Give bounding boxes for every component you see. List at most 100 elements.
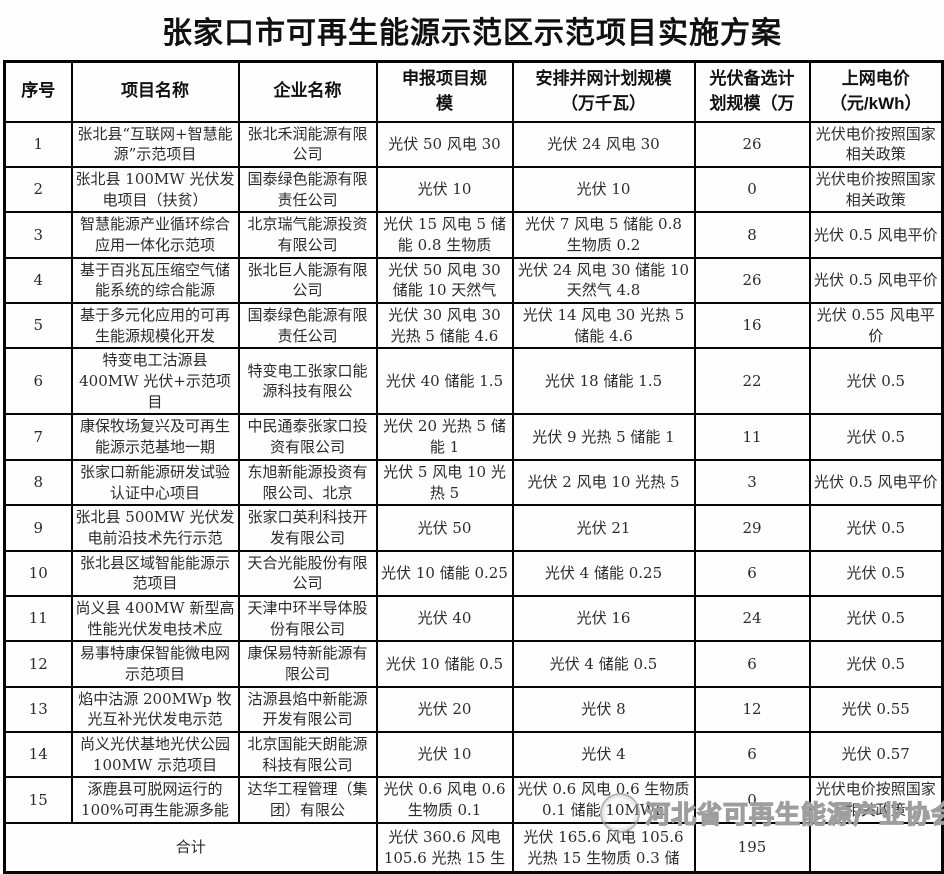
table-body: 1 张北县“互联网+智慧能源”示范项目 张北禾润能源有限公司 光伏 50 风电 30 光… (3, 120, 944, 824)
table-row: 6 特变电工沽源县 400MW 光伏+示范项目 特变电工张家口能源科技有限公 光伏 4… (3, 347, 944, 416)
cell-price: 光伏 0.5 风电平价 (808, 256, 944, 305)
cell-price: 光伏 0.55 风电平价 (808, 301, 944, 350)
cell-declared: 光伏 10 (375, 731, 514, 779)
cell-project: 智慧能源产业循环综合应用一体化示范项 (70, 211, 240, 259)
cell-project: 基于多元化应用的可再生能源规模化开发 (70, 301, 240, 350)
cell-no: 4 (3, 256, 73, 305)
table-row: 1 张北县“互联网+智慧能源”示范项目 张北禾润能源有限公司 光伏 50 风电 30 光… (3, 120, 944, 168)
cell-price: 光伏 0.55 (808, 685, 944, 734)
cell-declared: 光伏 10 储能 0.25 (375, 549, 514, 597)
cell-planned: 光伏 0.6 风电 0.6 生物质 0.1 储能 10MWh (511, 776, 696, 824)
cell-planned: 光伏 24 风电 30 (511, 120, 696, 168)
cell-declared: 光伏 40 储能 1.5 (375, 347, 514, 416)
cell-company: 达华工程管理（集团）有限公 (237, 776, 378, 824)
cell-declared: 光伏 20 光热 5 储能 1 (375, 413, 514, 461)
header-row: 序号 项目名称 企业名称 申报项目规 模 安排并网计划规模 （万千瓦） 光伏备选… (3, 60, 944, 123)
total-cell-price (808, 821, 944, 874)
table-row: 15 涿鹿县可脱网运行的 100%可再生能源多能 达华工程管理（集团）有限公 光伏 0… (3, 776, 944, 824)
cell-no: 6 (3, 347, 73, 416)
cell-project: 张家口新能源研发试验认证中心项目 (70, 458, 240, 507)
cell-planned: 光伏 10 (511, 165, 696, 214)
cell-no: 11 (3, 594, 73, 643)
table-row: 13 焰中沽源 200MWp 牧光互补光伏发电示范 沽源县焰中新能源开发有限公司 光伏… (3, 685, 944, 734)
cell-planned: 光伏 4 储能 0.5 (511, 640, 696, 688)
table-row: 7 康保牧场复兴及可再生能源示范基地一期 中民通泰张家口投资有限公司 光伏 20 光热… (3, 413, 944, 461)
cell-no: 9 (3, 504, 73, 552)
cell-pv-backup: 24 (693, 594, 811, 643)
cell-planned: 光伏 16 (511, 594, 696, 643)
cell-price: 光伏 0.5 (808, 549, 944, 597)
cell-company: 中民通泰张家口投资有限公司 (237, 413, 378, 461)
cell-price: 光伏 0.5 风电平价 (808, 211, 944, 259)
cell-declared: 光伏 30 风电 30 光热 5 储能 4.6 (375, 301, 514, 350)
cell-pv-backup: 3 (693, 458, 811, 507)
header-project: 项目名称 (70, 60, 240, 123)
cell-pv-backup: 26 (693, 256, 811, 305)
cell-pv-backup: 12 (693, 685, 811, 734)
cell-planned: 光伏 4 (511, 731, 696, 779)
table-row: 8 张家口新能源研发试验认证中心项目 东旭新能源投资有限公司、北京 光伏 5 风电 1… (3, 458, 944, 507)
header-no: 序号 (3, 60, 73, 123)
cell-declared: 光伏 10 (375, 165, 514, 214)
cell-price: 光伏 0.57 (808, 731, 944, 779)
cell-project: 张北县 100MW 光伏发电项目（扶贫） (70, 165, 240, 214)
cell-pv-backup: 0 (693, 165, 811, 214)
cell-planned: 光伏 7 风电 5 储能 0.8 生物质 0.2 (511, 211, 696, 259)
total-cell-planned: 光伏 165.6 风电 105.6 光热 15 生物质 0.3 储 (511, 821, 696, 874)
cell-declared: 光伏 40 (375, 594, 514, 643)
cell-pv-backup: 6 (693, 731, 811, 779)
cell-no: 3 (3, 211, 73, 259)
cell-declared: 光伏 15 风电 5 储能 0.8 生物质 (375, 211, 514, 259)
cell-planned: 光伏 2 风电 10 光热 5 (511, 458, 696, 507)
cell-no: 8 (3, 458, 73, 507)
cell-company: 国泰绿色能源有限责任公司 (237, 301, 378, 350)
table-row: 14 尚义光伏基地光伏公园 100MW 示范项目 北京国能天朗能源科技有限公司 光伏 … (3, 731, 944, 779)
cell-price: 光伏电价按照国家相关政策 (808, 120, 944, 168)
cell-planned: 光伏 4 储能 0.25 (511, 549, 696, 597)
cell-price: 光伏 0.5 (808, 413, 944, 461)
cell-no: 15 (3, 776, 73, 824)
cell-price: 光伏 0.5 (808, 504, 944, 552)
cell-pv-backup: 16 (693, 301, 811, 350)
cell-project: 焰中沽源 200MWp 牧光互补光伏发电示范 (70, 685, 240, 734)
cell-project: 尚义县 400MW 新型高性能光伏发电技术应 (70, 594, 240, 643)
table-row: 9 张北县 500MW 光伏发电前沿技术先行示范 张家口英利科技开发有限公司 光伏 5… (3, 504, 944, 552)
cell-pv-backup: 22 (693, 347, 811, 416)
cell-declared: 光伏 10 储能 0.5 (375, 640, 514, 688)
table-row: 12 易事特康保智能微电网示范项目 康保易特新能源有限公司 光伏 10 储能 0.5 光… (3, 640, 944, 688)
cell-no: 14 (3, 731, 73, 779)
cell-project: 易事特康保智能微电网示范项目 (70, 640, 240, 688)
cell-planned: 光伏 24 风电 30 储能 10 天然气 4.8 (511, 256, 696, 305)
header-pv-backup: 光伏备选计 划规模（万 (693, 60, 811, 123)
total-cell-declared: 光伏 360.6 风电 105.6 光热 15 生 (375, 821, 514, 874)
cell-price: 光伏 0.5 (808, 347, 944, 416)
cell-project: 基于百兆瓦压缩空气储能系统的综合能源 (70, 256, 240, 305)
cell-planned: 光伏 21 (511, 504, 696, 552)
table-row: 3 智慧能源产业循环综合应用一体化示范项 北京瑞气能源投资有限公司 光伏 15 风电 … (3, 211, 944, 259)
cell-declared: 光伏 50 风电 30 储能 10 天然气 (375, 256, 514, 305)
cell-price: 光伏 0.5 (808, 640, 944, 688)
cell-declared: 光伏 50 (375, 504, 514, 552)
page-title: 张家口市可再生能源示范区示范项目实施方案 (162, 17, 782, 50)
cell-declared: 光伏 5 风电 10 光热 5 (375, 458, 514, 507)
cell-company: 天合光能股份有限公司 (237, 549, 378, 597)
cell-planned: 光伏 14 风电 30 光热 5 储能 4.6 (511, 301, 696, 350)
total-row: 合计 光伏 360.6 风电 105.6 光热 15 生 光伏 165.6 风电… (3, 821, 944, 874)
cell-project: 特变电工沽源县 400MW 光伏+示范项目 (70, 347, 240, 416)
cell-company: 国泰绿色能源有限责任公司 (237, 165, 378, 214)
cell-company: 张北巨人能源有限公司 (237, 256, 378, 305)
cell-no: 12 (3, 640, 73, 688)
cell-price: 光伏电价按照国家相关政策 (808, 165, 944, 214)
cell-company: 张家口英利科技开发有限公司 (237, 504, 378, 552)
cell-price: 光伏 0.5 (808, 594, 944, 643)
cell-pv-backup: 6 (693, 549, 811, 597)
header-company: 企业名称 (237, 60, 378, 123)
table-header: 序号 项目名称 企业名称 申报项目规 模 安排并网计划规模 （万千瓦） 光伏备选… (3, 60, 944, 123)
cell-declared: 光伏 20 (375, 685, 514, 734)
cell-company: 北京国能天朗能源科技有限公司 (237, 731, 378, 779)
cell-planned: 光伏 18 储能 1.5 (511, 347, 696, 416)
cell-project: 张北县 500MW 光伏发电前沿技术先行示范 (70, 504, 240, 552)
cell-company: 沽源县焰中新能源开发有限公司 (237, 685, 378, 734)
cell-no: 2 (3, 165, 73, 214)
table-row: 2 张北县 100MW 光伏发电项目（扶贫） 国泰绿色能源有限责任公司 光伏 10 光伏… (3, 165, 944, 214)
